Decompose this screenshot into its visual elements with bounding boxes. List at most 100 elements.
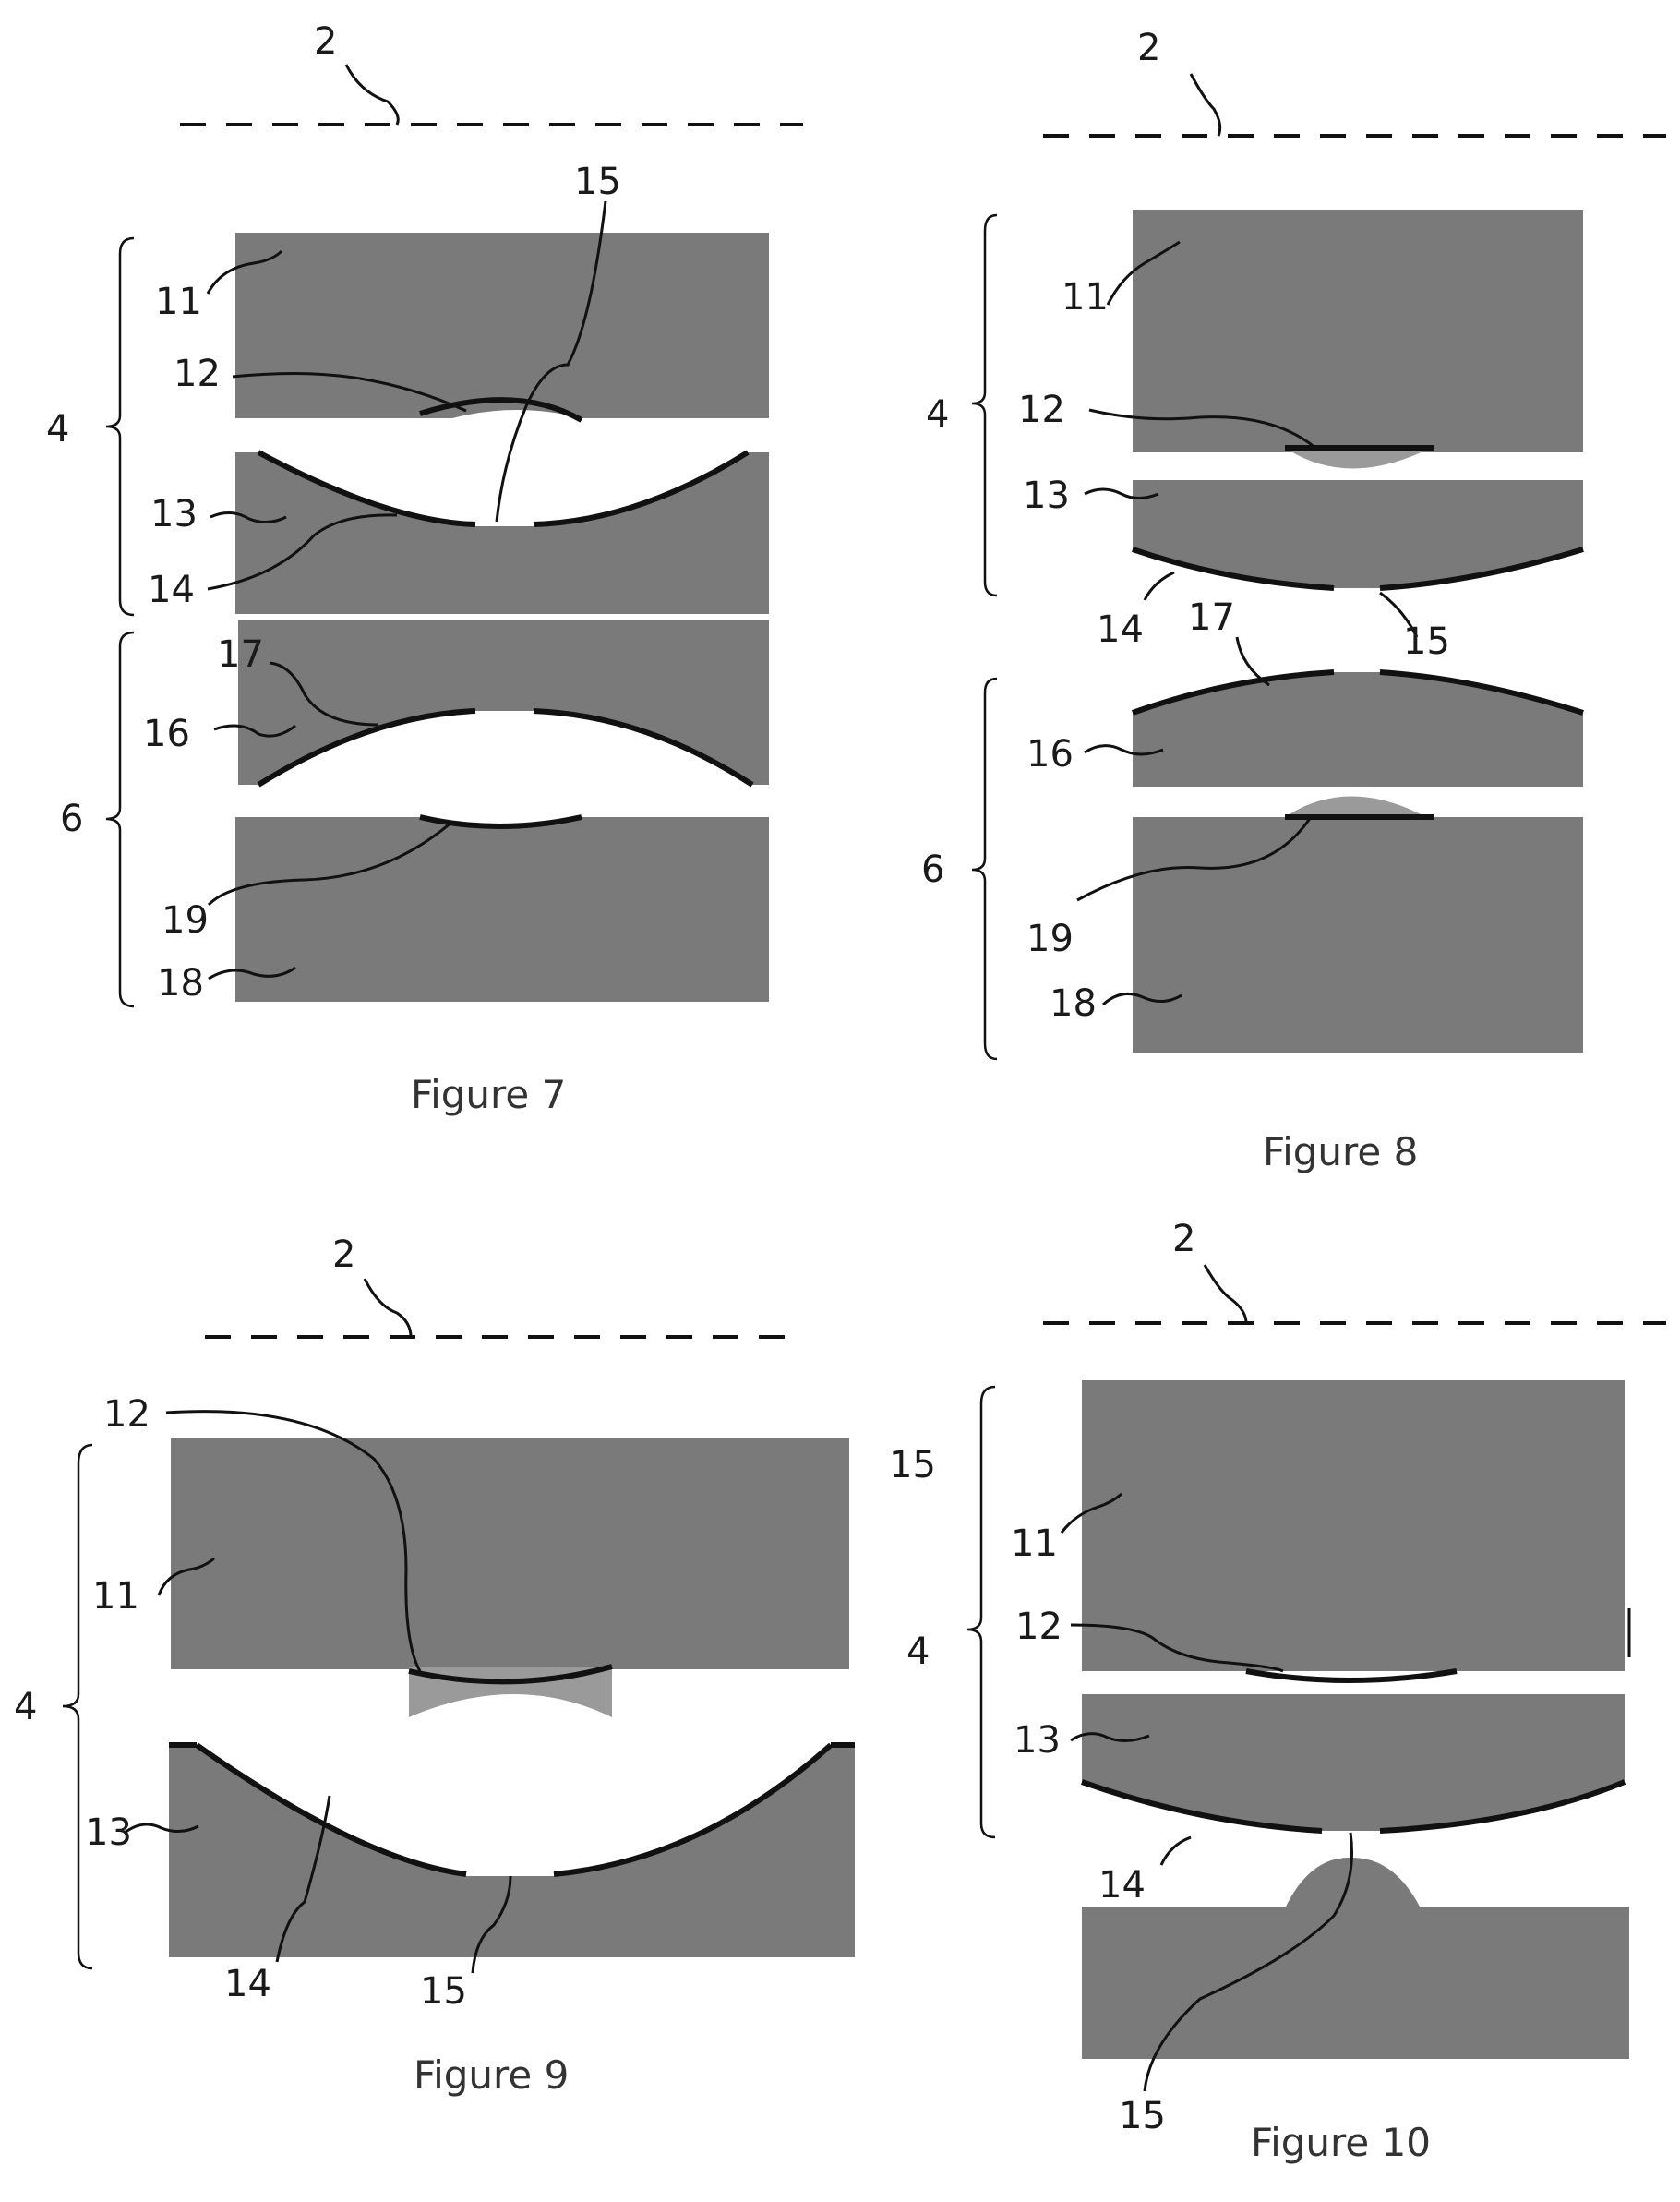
leader-12	[1088, 408, 1316, 450]
curved-surface-17	[1131, 669, 1335, 716]
lens-element-11	[171, 1438, 849, 1669]
leader-2	[1203, 1264, 1248, 1324]
curved-surface-12	[408, 1664, 613, 1685]
label-12: 12	[1018, 389, 1065, 431]
curved-surface-12	[1245, 1668, 1458, 1683]
leader-2	[363, 1278, 413, 1338]
lens-element-16	[238, 620, 769, 785]
figure-7-caption: Figure 7	[411, 1072, 566, 1117]
curved-surface-17	[257, 708, 476, 788]
figure-9: 2 12 11 4 13 14 15 Figure 9	[14, 1233, 855, 2098]
lens-element-18-dome	[1082, 1857, 1629, 2059]
leader-15	[471, 1875, 512, 1974]
label-17: 17	[1188, 596, 1235, 639]
label-14: 14	[148, 569, 195, 611]
leader-2	[344, 64, 400, 126]
leader-12	[232, 371, 467, 413]
leader-14	[1143, 571, 1175, 601]
leader-13	[1084, 487, 1159, 499]
label-4: 4	[906, 1630, 930, 1673]
leader-14	[207, 513, 398, 591]
leader-13	[210, 511, 287, 523]
label-15: 15	[1403, 620, 1450, 663]
label-19: 19	[1026, 918, 1074, 960]
label-17: 17	[217, 633, 264, 676]
label-15: 15	[574, 161, 621, 203]
label-6: 6	[921, 848, 944, 891]
label-16: 16	[1026, 733, 1074, 776]
curved-surface-14	[257, 450, 476, 527]
curved-surface-14b	[533, 450, 750, 527]
group-brace-4	[966, 1385, 996, 1839]
curved-surface-12	[419, 397, 583, 423]
leader-17	[269, 661, 379, 727]
leader-17	[1235, 636, 1270, 687]
lens-bump-18	[1285, 796, 1426, 817]
lens-element-13	[1082, 1694, 1625, 1831]
label-11: 11	[1011, 1522, 1058, 1565]
label-16: 16	[143, 713, 190, 755]
label-15-lower: 15	[1119, 2095, 1166, 2137]
lens-element-11	[235, 233, 769, 418]
leader-15	[1143, 1832, 1354, 2092]
leader-14	[1159, 1835, 1192, 1866]
leader-11	[206, 249, 283, 295]
label-11: 11	[92, 1575, 139, 1618]
lens-element-11	[1133, 210, 1583, 452]
label-4: 4	[926, 393, 949, 436]
figure-10-caption: Figure 10	[1251, 2120, 1431, 2165]
label-15: 15	[889, 1444, 936, 1486]
lens-element-13	[1133, 480, 1583, 588]
lens-bump-11	[1285, 448, 1431, 469]
label-14: 14	[224, 1963, 271, 2005]
label-2: 2	[314, 20, 337, 63]
leader-14	[275, 1795, 331, 1963]
label-2: 2	[1172, 1218, 1195, 1260]
leader-12	[165, 1410, 422, 1672]
leader-11	[1106, 240, 1181, 306]
curved-surface-14b	[1379, 1779, 1626, 1834]
figure-10: 2 15 11 4 12 13 14 15 Figure 10	[889, 1218, 1666, 2165]
label-6: 6	[60, 798, 83, 840]
curved-surface-14b	[1379, 547, 1584, 591]
leader-15	[495, 200, 607, 523]
leader-18	[1101, 992, 1182, 1006]
label-12: 12	[1015, 1606, 1062, 1648]
curved-surface-17b	[1379, 669, 1584, 716]
group-brace-6	[971, 677, 998, 1061]
label-2: 2	[332, 1233, 355, 1276]
leader-15	[1379, 591, 1419, 638]
label-14: 14	[1098, 1864, 1146, 1907]
lens-element-18	[1133, 817, 1583, 1053]
label-12: 12	[174, 353, 221, 395]
label-11: 11	[155, 281, 202, 323]
label-18: 18	[157, 962, 204, 1005]
leader-12	[1070, 1623, 1284, 1673]
group-brace-6	[105, 631, 135, 1008]
leader-16	[1084, 744, 1164, 756]
leader-13	[1070, 1732, 1150, 1742]
label-13: 13	[150, 493, 198, 535]
label-11: 11	[1062, 276, 1109, 319]
label-2: 2	[1137, 27, 1160, 69]
figure-8-caption: Figure 8	[1263, 1129, 1418, 1174]
label-15: 15	[420, 1970, 467, 2013]
curved-surface-19	[419, 814, 582, 829]
figure-7: 2 4 6 11 12 15 13 14 17 1	[46, 20, 803, 1117]
figure-9-caption: Figure 9	[414, 2052, 569, 2098]
label-13: 13	[1023, 475, 1070, 517]
leader-16	[213, 724, 296, 738]
lens-element-13	[169, 1745, 855, 1957]
curved-surface-14	[1081, 1779, 1323, 1834]
label-4: 4	[14, 1686, 37, 1728]
curved-surface-14b	[553, 1742, 833, 1877]
leader-11	[1060, 1492, 1123, 1534]
leader-13	[124, 1823, 199, 1835]
leader-11	[157, 1557, 215, 1596]
leader-19	[1076, 816, 1313, 902]
label-18: 18	[1050, 982, 1097, 1025]
figure-8: 2 4 6 11 12 13 14 17	[921, 27, 1666, 1174]
group-brace-4	[105, 236, 135, 617]
label-19: 19	[162, 899, 209, 942]
